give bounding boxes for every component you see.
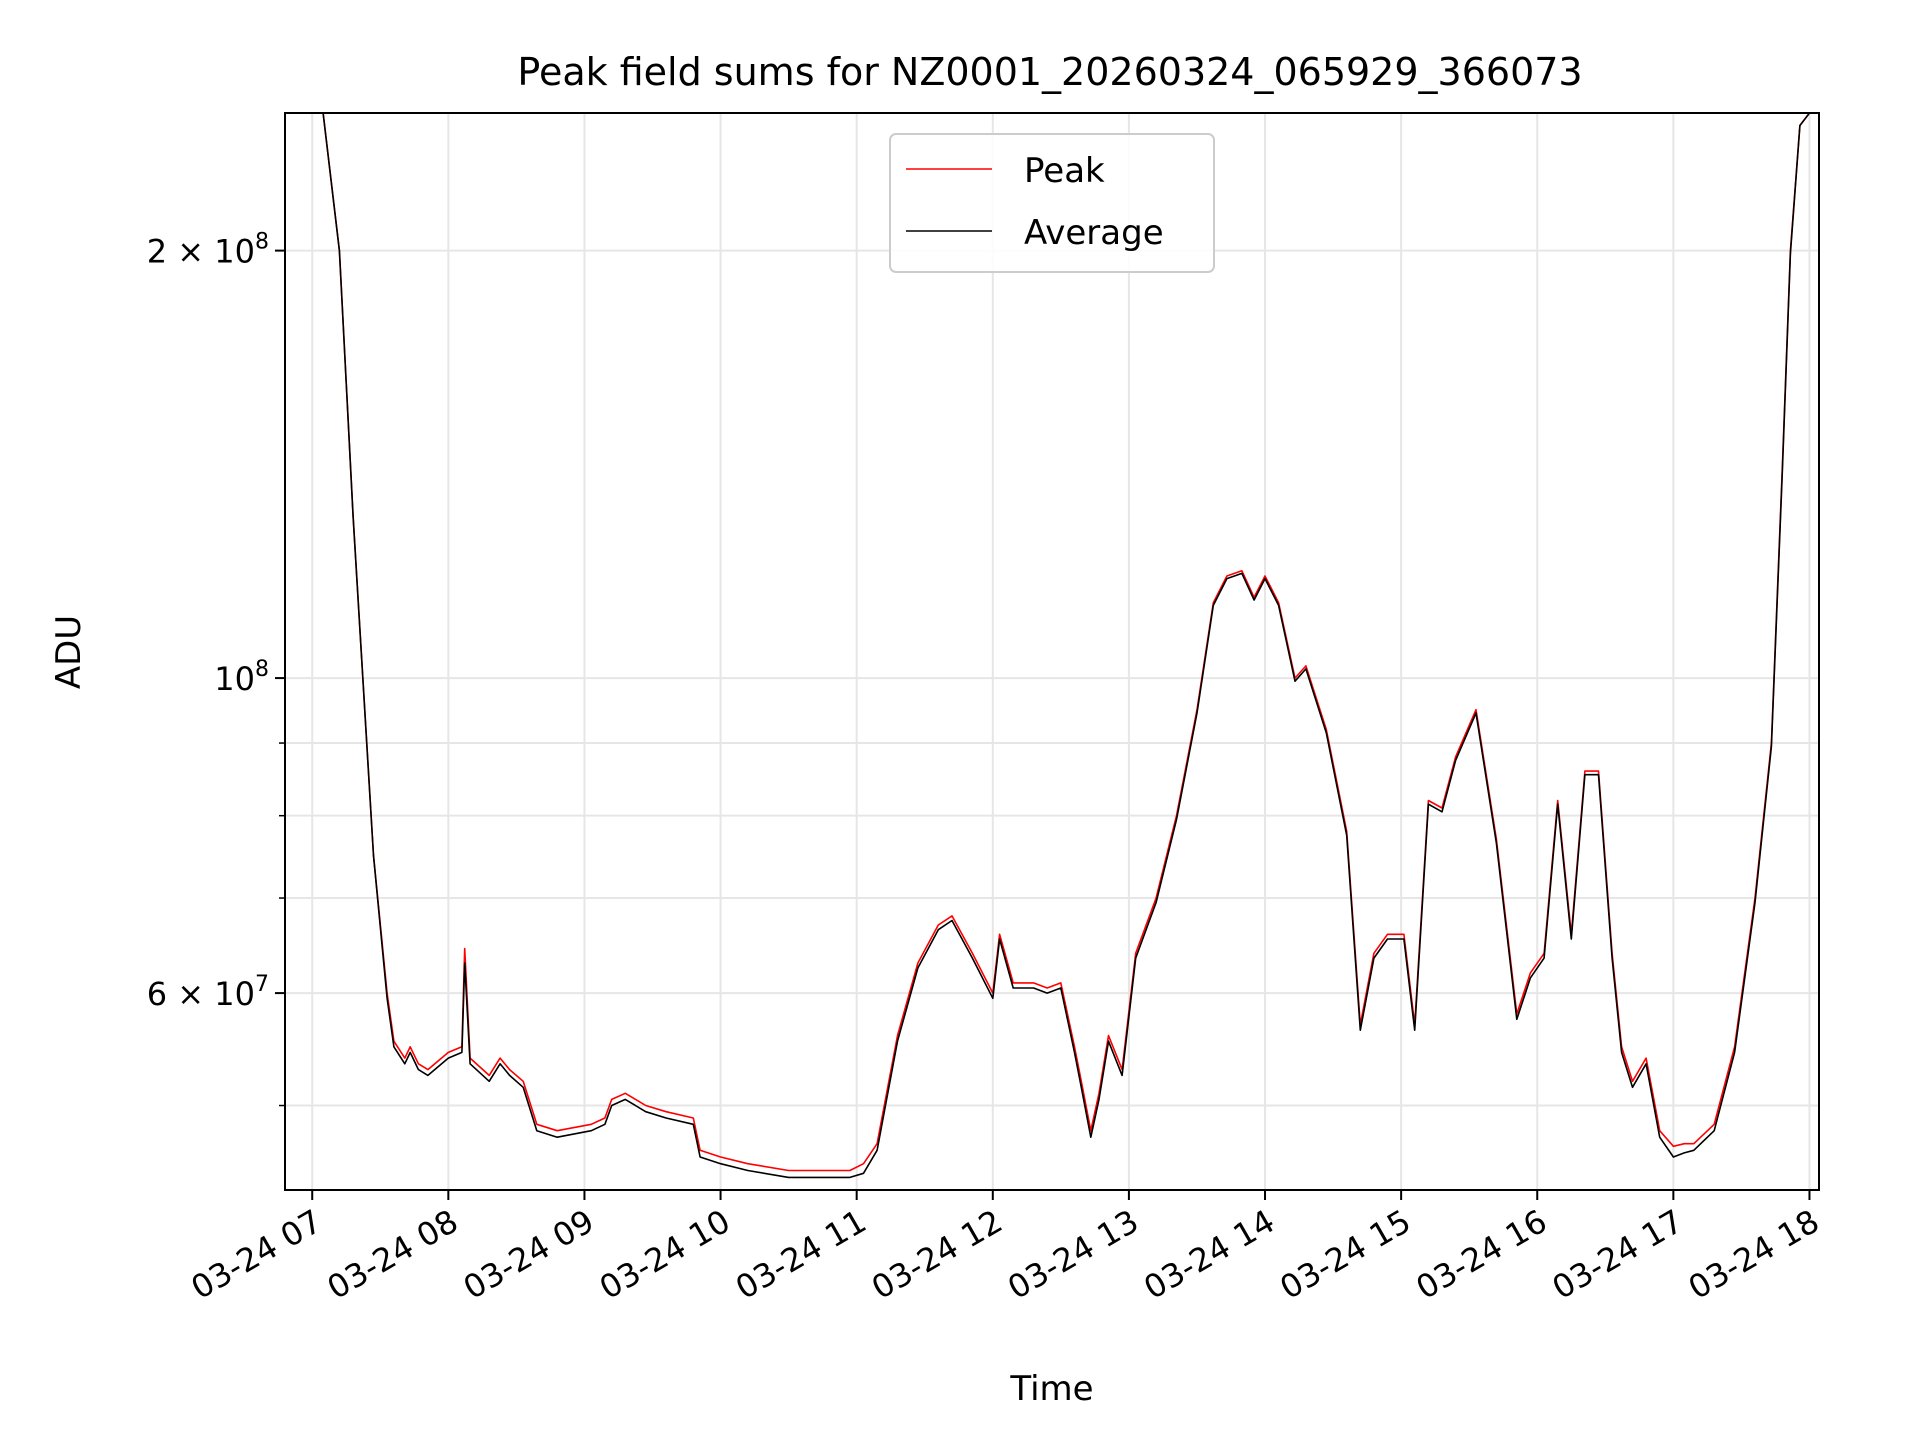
legend-label-average: Average: [1024, 213, 1164, 253]
plot-frame: [284, 112, 1820, 1191]
y-axis-label: ADU: [49, 615, 89, 689]
series-line-average: [312, 113, 1811, 1179]
y-axis: 6 × 107 108 2 × 108: [147, 230, 285, 1107]
legend-label-peak: Peak: [1024, 151, 1105, 191]
grid: [285, 113, 1819, 1190]
legend: Peak Average: [889, 133, 1215, 273]
series-layer: [312, 113, 1811, 1179]
y-tick-label: 2 × 108: [147, 230, 269, 271]
series-line-peak: [312, 113, 1811, 1172]
chart-title: Peak field sums for NZ0001_20260324_0659…: [517, 50, 1582, 94]
x-axis-label: Time: [1009, 1369, 1093, 1409]
y-tick-label: 6 × 107: [147, 972, 269, 1013]
y-tick-label: 108: [214, 657, 269, 698]
